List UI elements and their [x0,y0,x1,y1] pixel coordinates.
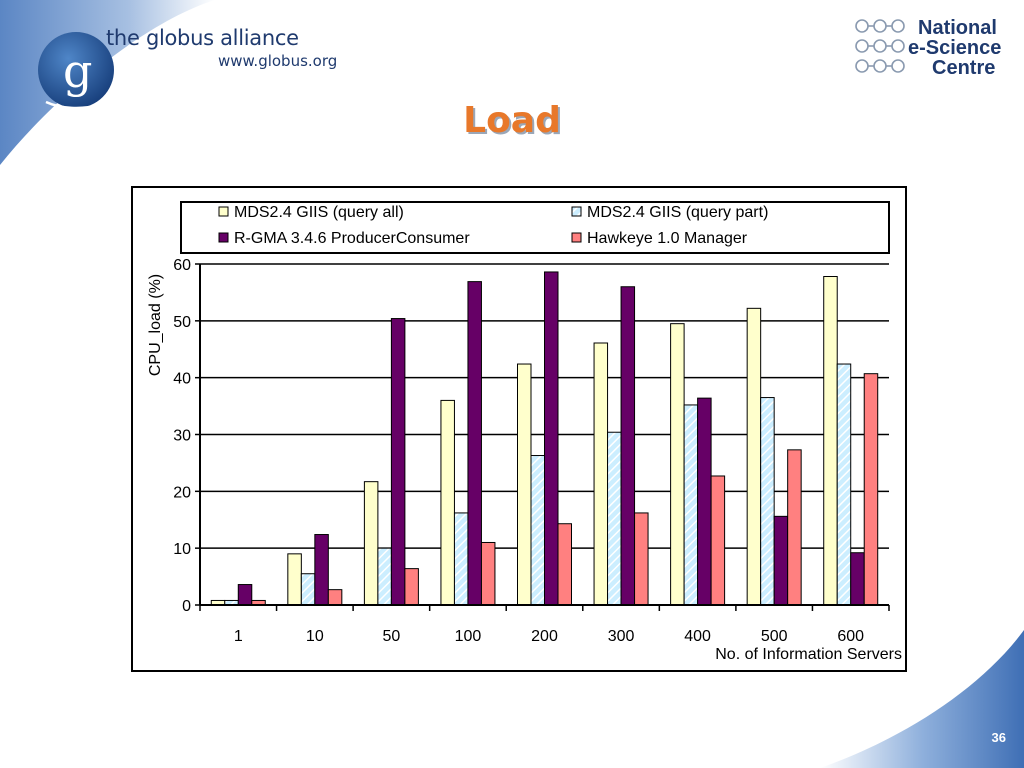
chart-labels: 0 10 20 30 40 50 60 1 10 50 100 200 300 400 500 600No. … [147,257,902,663]
bar [634,512,649,606]
bar [300,573,316,606]
globus-logo-name: the globus alliance [106,26,299,50]
bar [836,363,852,606]
bar [544,271,559,606]
bar [530,455,545,606]
y-tick-label: 60 [173,257,191,274]
globus-logo-url: www.globus.org [218,52,338,70]
y-tick-label: 40 [173,371,191,388]
legend-label: MDS2.4 GIIS (query all) [234,204,404,221]
bar [287,553,302,606]
slide-number: 36 [991,730,1006,745]
bar [377,547,392,606]
bar [683,404,699,606]
nesc-logo-line-2: e-Science [908,37,1002,59]
bar-chart: MDS2.4 GIIS (query all) MDS2.4 GIIS (quer… [147,201,902,663]
svg-text:g: g [63,44,92,98]
bar [467,281,482,606]
bar [440,399,455,606]
y-tick-label: 0 [182,598,191,615]
legend-label: Hawkeye 1.0 Manager [587,230,748,247]
legend-box [180,201,890,254]
x-tick-label: 50 [382,628,400,645]
chart-axes [195,263,890,611]
y-axis-title: CPU_load (%) [147,274,164,376]
bar [517,363,532,606]
legend-swatch [218,206,229,217]
bar [363,481,379,606]
bar [760,397,775,606]
bar [593,342,609,606]
legend-swatch [571,232,582,243]
legend-swatch [571,206,582,217]
slide-title: Load [463,100,561,141]
bar [746,307,762,606]
bar [557,523,572,606]
bar [390,318,406,606]
bar [314,534,329,606]
bar [863,373,879,606]
globus-alliance-logo: g [36,24,336,114]
x-tick-label: 10 [306,628,324,645]
nesc-logo-line-1: National [918,17,997,39]
x-tick-label: 300 [608,628,635,645]
legend-swatch [218,232,229,243]
bar [607,431,622,606]
y-tick-label: 20 [173,484,191,501]
x-tick-label: 1 [234,628,243,645]
x-axis-title: No. of Information Servers [715,646,902,663]
x-tick-label: 400 [684,628,711,645]
y-tick-label: 30 [173,428,191,445]
bar [327,589,343,606]
legend-label: MDS2.4 GIIS (query part) [587,204,768,221]
bar [697,397,712,606]
bar [237,584,253,606]
bar [823,276,838,606]
nesc-logo-line-3: Centre [932,57,996,79]
bar [773,515,789,606]
globus-g-icon: g [38,32,149,110]
x-tick-label: 200 [531,628,558,645]
y-tick-label: 10 [173,541,191,558]
x-tick-label: 100 [455,628,482,645]
x-tick-label: 500 [761,628,788,645]
legend-label: R-GMA 3.4.6 ProducerConsumer [234,230,470,247]
chart-bars [210,271,879,606]
x-tick-label: 600 [837,628,864,645]
chart-legend: MDS2.4 GIIS (query all) MDS2.4 GIIS (quer… [180,201,890,254]
bar [453,512,469,606]
bar [670,323,685,606]
bar [620,286,636,606]
bar [480,541,496,606]
bar [850,552,865,606]
y-tick-label: 50 [173,314,191,331]
bar [404,568,419,606]
nesc-circles-icon [855,19,905,73]
bar [710,475,726,606]
nesc-logo: National e-Science Centre [852,16,1012,78]
bar [787,449,802,606]
